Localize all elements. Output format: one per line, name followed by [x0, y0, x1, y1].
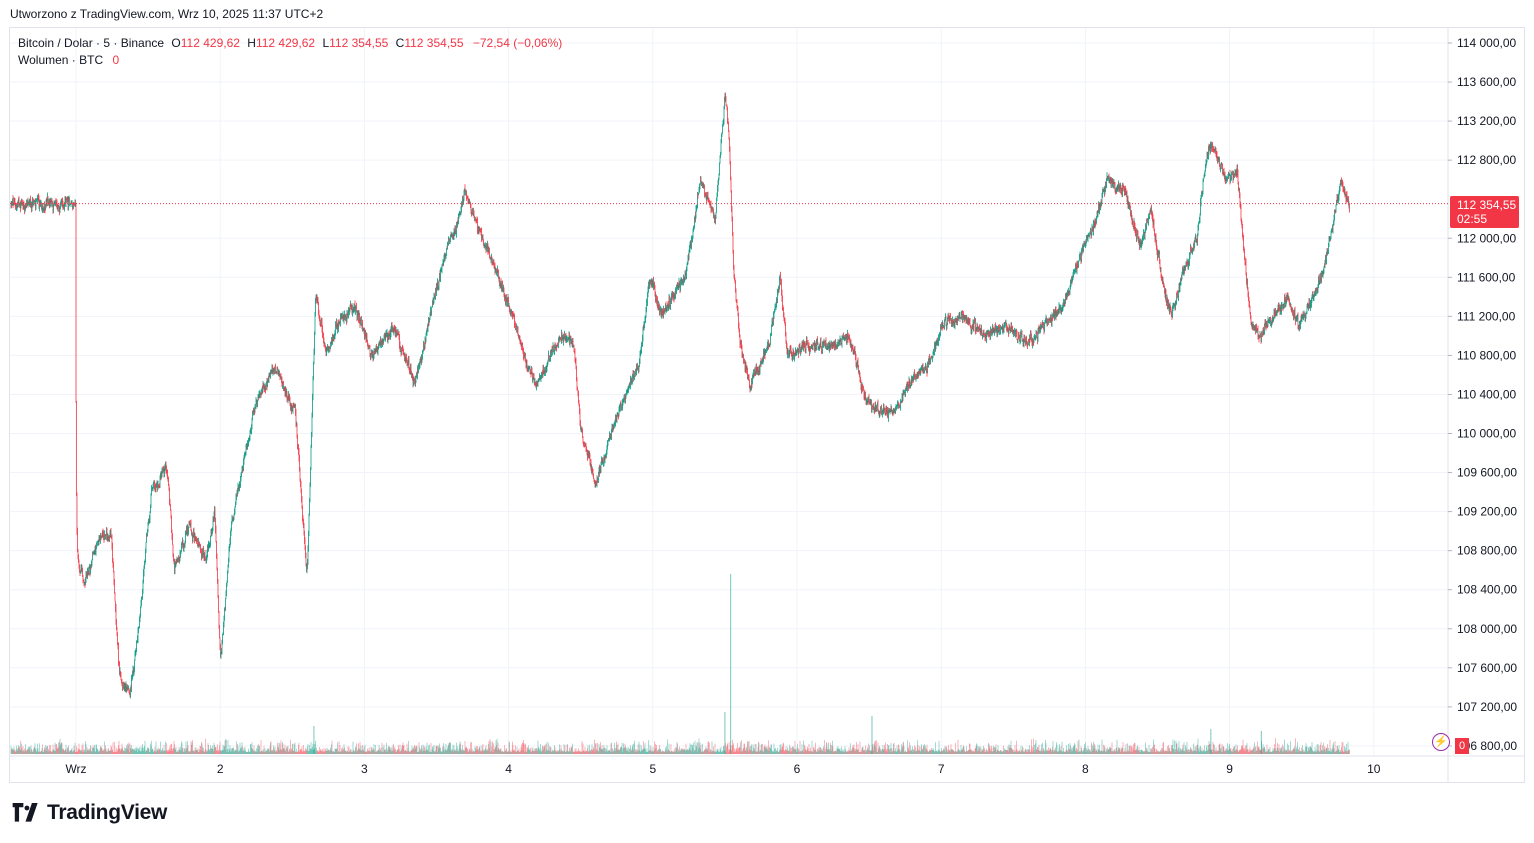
price-tick-label: 111 600,00	[1457, 270, 1516, 284]
price-tick-label: 110 000,00	[1457, 427, 1516, 441]
price-tick-label: 108 000,00	[1457, 622, 1517, 636]
price-tick-label: 109 200,00	[1457, 505, 1517, 519]
time-tick-label: 4	[505, 762, 512, 776]
price-tick-label: 108 800,00	[1457, 544, 1517, 558]
time-tick-label: 9	[1226, 762, 1233, 776]
time-tick-label: 5	[649, 762, 656, 776]
time-tick-label: 2	[217, 762, 224, 776]
price-tick-label: 106 800,00	[1457, 739, 1517, 753]
chart-frame	[9, 27, 1525, 783]
time-tick-label: 8	[1082, 762, 1089, 776]
price-tick-label: 113 600,00	[1457, 75, 1516, 89]
price-tick-label: 108 400,00	[1457, 583, 1517, 597]
price-tick-label: 110 400,00	[1457, 387, 1516, 401]
time-tick-label: 7	[938, 762, 945, 776]
price-tick-label: 114 000,00	[1457, 36, 1516, 50]
time-tick-label: 6	[794, 762, 801, 776]
price-tick-label: 113 200,00	[1457, 114, 1516, 128]
time-tick-label: 10	[1367, 762, 1381, 776]
price-tick-label: 112 000,00	[1457, 231, 1516, 245]
time-tick-label: 3	[361, 762, 368, 776]
price-tick-label: 110 800,00	[1457, 348, 1516, 362]
price-tick-label: 107 200,00	[1457, 700, 1517, 714]
price-tick-label: 109 600,00	[1457, 466, 1517, 480]
volume-layer	[10, 738, 1350, 754]
price-tick-label: 112 800,00	[1457, 153, 1516, 167]
created-caption: Utworzono z TradingView.com, Wrz 10, 202…	[10, 7, 324, 21]
price-tick-label: 111 200,00	[1457, 309, 1516, 323]
price-tick-label: 107 600,00	[1457, 661, 1517, 675]
time-tick-label: Wrz	[65, 762, 86, 776]
candles-layer	[10, 92, 1350, 699]
